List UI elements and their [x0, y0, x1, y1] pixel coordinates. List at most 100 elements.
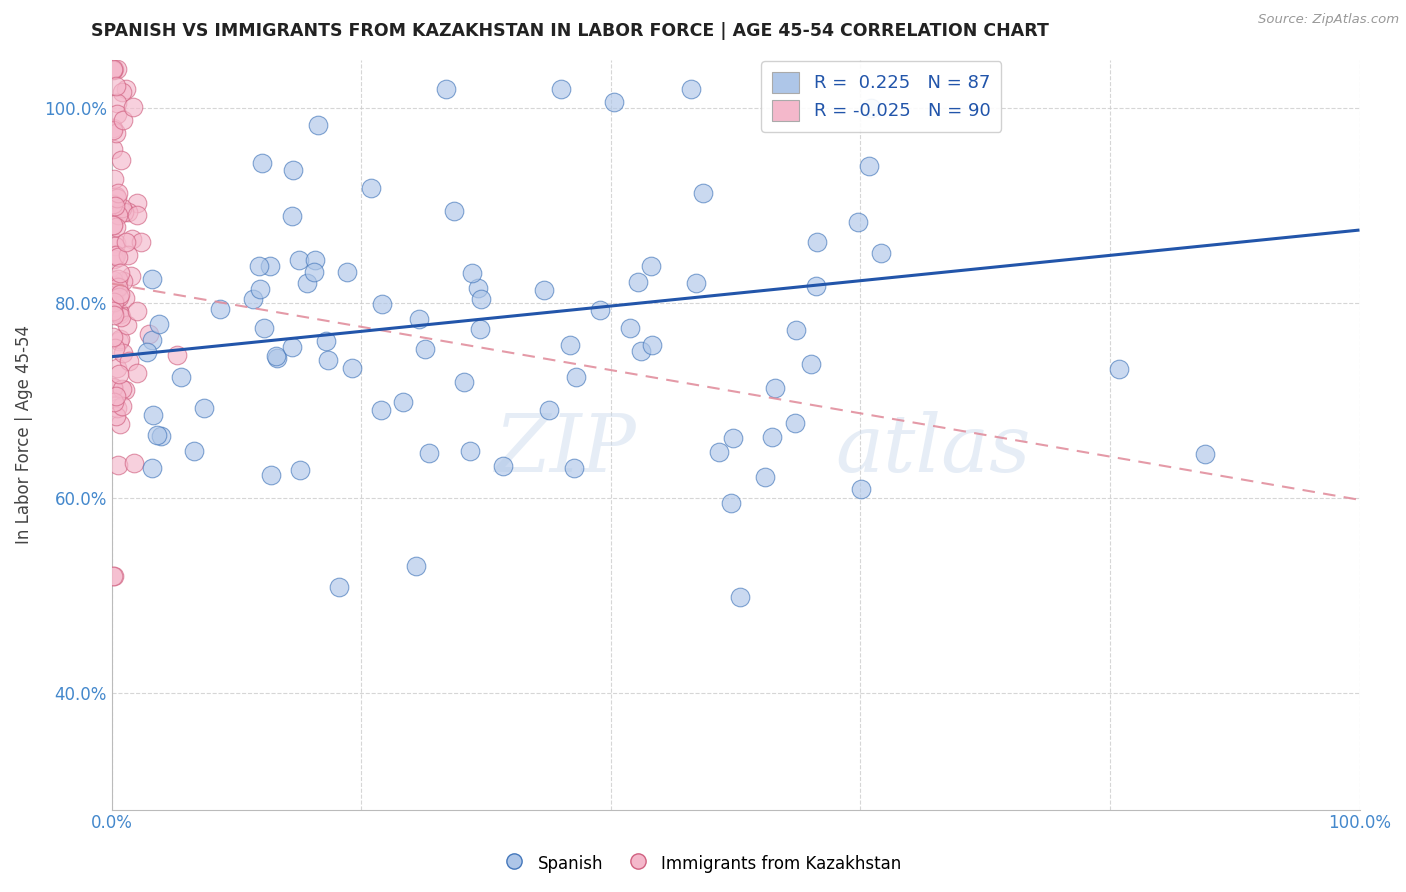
Point: [148, 318, 170, 332]
Point: [104, 189, 127, 203]
Point: [117, 248, 139, 262]
Point: [685, 276, 707, 290]
Point: [754, 470, 776, 484]
Point: [170, 370, 193, 384]
Point: [492, 458, 515, 473]
Point: [603, 95, 626, 110]
Point: [108, 305, 131, 319]
Point: [111, 382, 134, 396]
Point: [108, 367, 131, 381]
Point: [120, 268, 142, 283]
Point: [692, 186, 714, 200]
Point: [122, 456, 145, 470]
Point: [138, 326, 160, 341]
Point: [103, 278, 125, 293]
Legend: R =  0.225   N = 87, R = -0.025   N = 90: R = 0.225 N = 87, R = -0.025 N = 90: [761, 62, 1001, 132]
Point: [193, 401, 215, 416]
Point: [103, 142, 125, 156]
Point: [110, 310, 132, 324]
Point: [105, 96, 128, 111]
Point: [112, 113, 135, 128]
Point: [108, 334, 131, 348]
Legend: Spanish, Immigrants from Kazakhstan: Spanish, Immigrants from Kazakhstan: [498, 847, 908, 880]
Point: [103, 380, 125, 394]
Point: [103, 569, 125, 583]
Point: [721, 431, 744, 445]
Point: [104, 280, 127, 294]
Point: [104, 198, 127, 212]
Point: [785, 324, 807, 338]
Point: [104, 409, 127, 423]
Point: [104, 220, 127, 235]
Point: [107, 186, 129, 200]
Point: [127, 208, 149, 222]
Point: [103, 200, 125, 214]
Point: [562, 461, 585, 475]
Point: [114, 235, 136, 249]
Point: [103, 569, 125, 583]
Point: [141, 461, 163, 475]
Point: [125, 196, 148, 211]
Point: [135, 344, 157, 359]
Point: [728, 591, 751, 605]
Point: [141, 272, 163, 286]
Point: [630, 344, 652, 359]
Point: [846, 215, 869, 229]
Point: [103, 218, 125, 232]
Point: [121, 232, 143, 246]
Point: [105, 191, 128, 205]
Point: [183, 444, 205, 458]
Point: [640, 259, 662, 273]
Point: [103, 219, 125, 233]
Point: [107, 280, 129, 294]
Point: [103, 291, 125, 305]
Point: [335, 265, 357, 279]
Point: [111, 85, 134, 99]
Text: SPANISH VS IMMIGRANTS FROM KAZAKHSTAN IN LABOR FORCE | AGE 45-54 CORRELATION CHA: SPANISH VS IMMIGRANTS FROM KAZAKHSTAN IN…: [91, 22, 1049, 40]
Point: [1194, 447, 1216, 461]
Point: [103, 197, 125, 211]
Point: [408, 311, 430, 326]
Point: [681, 82, 703, 96]
Point: [103, 308, 125, 322]
Point: [127, 366, 149, 380]
Point: [108, 266, 131, 280]
Point: [107, 250, 129, 264]
Point: [107, 272, 129, 286]
Point: [259, 260, 281, 274]
Point: [149, 429, 172, 443]
Point: [103, 329, 125, 343]
Point: [849, 482, 872, 496]
Point: [461, 266, 484, 280]
Point: [104, 341, 127, 355]
Point: [560, 338, 582, 352]
Point: [627, 276, 650, 290]
Point: [458, 444, 481, 458]
Point: [110, 153, 132, 168]
Point: [103, 395, 125, 409]
Point: [720, 495, 742, 509]
Point: [295, 276, 318, 290]
Point: [470, 292, 492, 306]
Point: [108, 307, 131, 321]
Point: [302, 265, 325, 279]
Point: [111, 399, 134, 413]
Point: [117, 204, 139, 219]
Point: [103, 62, 125, 77]
Point: [281, 162, 304, 177]
Point: [304, 253, 326, 268]
Point: [107, 458, 129, 472]
Point: [111, 201, 134, 215]
Point: [103, 122, 125, 136]
Point: [103, 294, 125, 309]
Point: [121, 100, 143, 114]
Point: [166, 348, 188, 362]
Point: [859, 101, 882, 115]
Point: [763, 381, 786, 395]
Point: [619, 320, 641, 334]
Point: [249, 282, 271, 296]
Point: [589, 303, 612, 318]
Point: [281, 210, 304, 224]
Point: [869, 245, 891, 260]
Point: [253, 321, 276, 335]
